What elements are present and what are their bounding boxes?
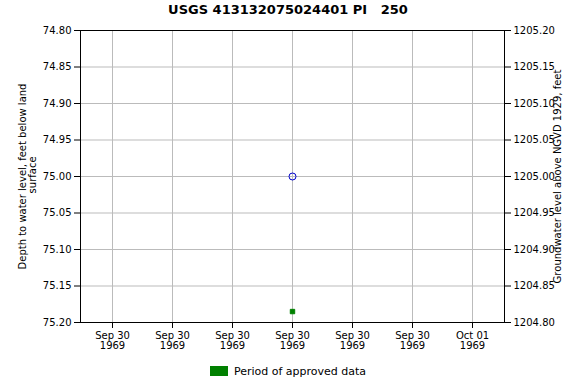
svg-text:Sep 301969: Sep 301969 bbox=[95, 330, 130, 351]
svg-text:74.85: 74.85 bbox=[43, 61, 72, 72]
svg-text:Depth to water level, feet bel: Depth to water level, feet below land su… bbox=[17, 84, 38, 270]
svg-text:1205.05: 1205.05 bbox=[514, 134, 555, 145]
svg-text:75.15: 75.15 bbox=[43, 280, 72, 291]
svg-text:74.90: 74.90 bbox=[43, 98, 72, 109]
html-text:USGS 413132075024401 PI 250: USGS 413132075024401 PI 250 bbox=[168, 2, 408, 17]
svg-text:1204.90: 1204.90 bbox=[514, 244, 555, 255]
svg-text:75.20: 75.20 bbox=[43, 317, 72, 328]
svg-text:75.00: 75.00 bbox=[43, 171, 72, 182]
svg-text:1205.10: 1205.10 bbox=[514, 98, 555, 109]
svg-text:74.80: 74.80 bbox=[43, 25, 72, 36]
svg-text:75.05: 75.05 bbox=[43, 207, 72, 218]
svg-text:1205.00: 1205.00 bbox=[514, 171, 555, 182]
svg-text:Sep 301969: Sep 301969 bbox=[275, 330, 310, 351]
svg-text:Sep 301969: Sep 301969 bbox=[215, 330, 250, 351]
html-text:Period of approved data: Period of approved data bbox=[233, 364, 367, 378]
svg-text:1204.95: 1204.95 bbox=[514, 207, 555, 218]
svg-text:1205.20: 1205.20 bbox=[514, 25, 555, 36]
svg-text:1204.85: 1204.85 bbox=[514, 280, 555, 291]
svg-text:74.95: 74.95 bbox=[43, 134, 72, 145]
svg-text:1204.80: 1204.80 bbox=[514, 317, 555, 328]
svg-text:Sep 301969: Sep 301969 bbox=[155, 330, 190, 351]
svg-text:Oct 011969: Oct 011969 bbox=[456, 330, 489, 351]
svg-text:Sep 301969: Sep 301969 bbox=[395, 330, 430, 351]
svg-text:1205.15: 1205.15 bbox=[514, 61, 555, 72]
svg-text:75.10: 75.10 bbox=[43, 244, 72, 255]
svg-text:Sep 301969: Sep 301969 bbox=[335, 330, 370, 351]
svg-text:Groundwater level above NGVD 1: Groundwater level above NGVD 1929, feet bbox=[552, 70, 563, 284]
